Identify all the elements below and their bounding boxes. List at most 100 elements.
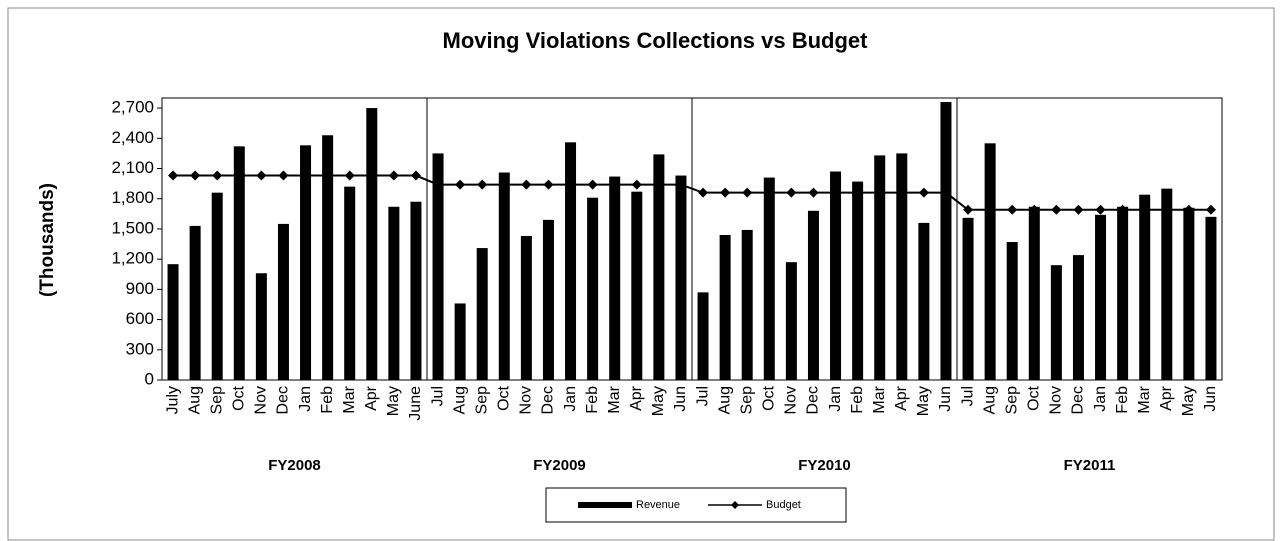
x-tick-label: Nov [783, 386, 800, 414]
bar [1006, 242, 1018, 380]
bar [233, 146, 245, 380]
bar [1028, 206, 1040, 380]
x-tick-label: Feb [849, 386, 866, 414]
bar [454, 303, 466, 380]
bar [807, 210, 819, 380]
bar [498, 172, 510, 380]
bar [167, 264, 179, 380]
bar [587, 197, 599, 380]
x-tick-label: Jul [694, 386, 711, 406]
bar [542, 219, 554, 380]
bar [1117, 206, 1129, 380]
bar [697, 292, 709, 380]
group-label: FY2011 [1064, 457, 1116, 474]
x-tick-label: July [164, 386, 181, 414]
bar [940, 102, 952, 381]
x-tick-label: Feb [319, 386, 336, 414]
budget-marker [1073, 204, 1084, 215]
budget-marker [742, 187, 753, 198]
budget-marker [256, 170, 267, 181]
budget-marker [963, 204, 974, 215]
budget-marker [1095, 204, 1106, 215]
y-tick-label: 2,400 [111, 128, 154, 147]
budget-marker [896, 187, 907, 198]
budget-marker [344, 170, 355, 181]
group-label: FY2010 [798, 457, 851, 474]
budget-marker [234, 170, 245, 181]
budget-marker [587, 179, 598, 190]
bar [476, 248, 488, 380]
x-tick-label: Feb [1114, 386, 1131, 414]
bar [874, 155, 886, 380]
x-tick-label: May [385, 386, 402, 416]
bar [984, 143, 996, 380]
bar [1095, 214, 1107, 380]
bar [300, 145, 312, 380]
x-tick-label: Dec [805, 386, 822, 414]
x-tick-label: Aug [186, 386, 203, 414]
budget-marker [940, 187, 951, 198]
budget-marker [830, 187, 841, 198]
y-tick-label: 900 [126, 279, 154, 298]
budget-marker [653, 179, 664, 190]
bar [1050, 265, 1062, 380]
budget-marker [477, 179, 488, 190]
bar [1139, 194, 1151, 380]
budget-marker [720, 187, 731, 198]
bar [631, 191, 643, 380]
budget-marker [1117, 204, 1128, 215]
bar [763, 177, 775, 380]
budget-marker [874, 187, 885, 198]
x-tick-label: Jan [562, 386, 579, 412]
frame [7, 7, 1275, 541]
budget-marker [1205, 204, 1216, 215]
legend-marker [731, 501, 739, 509]
bar [719, 234, 731, 380]
budget-marker [190, 170, 201, 181]
bar [1183, 207, 1195, 380]
budget-marker [1161, 204, 1172, 215]
budget-marker [1139, 204, 1150, 215]
x-tick-label: Oct [761, 385, 778, 410]
group-label: FY2008 [268, 457, 321, 474]
bar [255, 273, 267, 380]
budget-marker [698, 187, 709, 198]
x-tick-label: Jan [1092, 386, 1109, 412]
legend-label: Budget [766, 499, 801, 511]
budget-marker [985, 204, 996, 215]
bar [277, 223, 289, 380]
budget-marker [1183, 204, 1194, 215]
bar [189, 225, 201, 380]
x-tick-label: Sep [1003, 386, 1020, 415]
x-tick-label: Feb [584, 386, 601, 414]
bar [653, 154, 665, 380]
budget-marker [1051, 204, 1062, 215]
x-tick-label: Apr [363, 385, 380, 411]
x-tick-label: Oct [231, 385, 248, 410]
x-tick-label: Aug [981, 386, 998, 414]
x-tick-label: Mar [1136, 385, 1153, 413]
bar [675, 175, 687, 380]
budget-marker [433, 179, 444, 190]
budget-marker [1029, 204, 1040, 215]
y-tick-label: 600 [126, 309, 154, 328]
bar [565, 142, 577, 380]
x-tick-label: Mar [341, 385, 358, 413]
bar [896, 153, 908, 380]
x-tick-label: Jan [297, 386, 314, 412]
x-tick-label: Jan [827, 386, 844, 412]
x-tick-label: Nov [518, 386, 535, 414]
x-tick-label: Jun [937, 386, 954, 412]
y-axis-label: (Thousands) [37, 183, 58, 297]
x-tick-label: Sep [473, 386, 490, 415]
budget-marker [212, 170, 223, 181]
bar [609, 176, 621, 380]
x-tick-label: Jul [959, 386, 976, 406]
bar [741, 229, 753, 380]
bar [962, 217, 974, 380]
y-tick-label: 1,800 [111, 188, 154, 207]
bar [830, 171, 842, 380]
bar [1161, 188, 1173, 380]
